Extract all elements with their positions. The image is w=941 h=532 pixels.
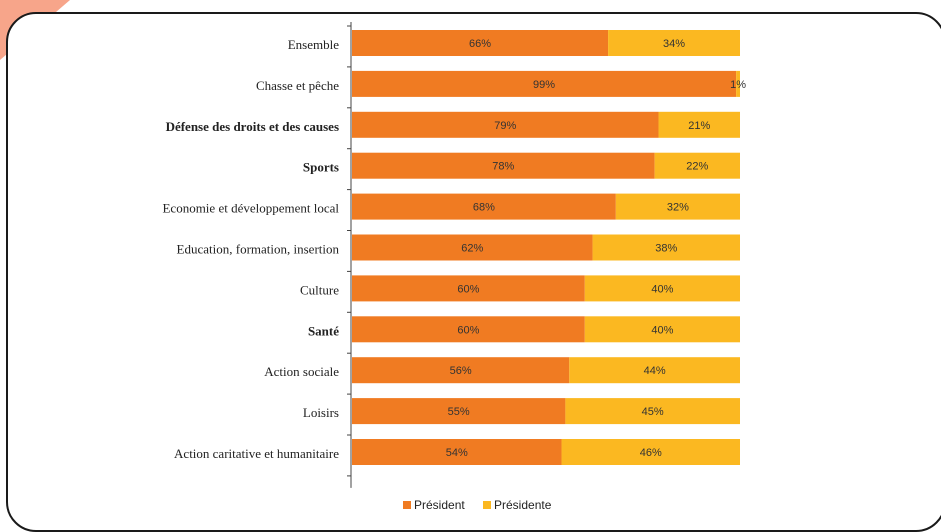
data-label: 45% bbox=[642, 406, 664, 418]
bar-presidente bbox=[608, 30, 740, 56]
bar-presidente bbox=[592, 234, 740, 261]
data-label: 56% bbox=[450, 365, 472, 377]
bar-presidente bbox=[561, 439, 740, 465]
data-label: 1% bbox=[730, 79, 746, 91]
data-label: 46% bbox=[640, 447, 662, 459]
data-label: 54% bbox=[446, 447, 468, 459]
legend-swatch-presidente bbox=[483, 501, 491, 509]
data-label: 40% bbox=[651, 283, 673, 295]
legend-label-president: Président bbox=[414, 498, 465, 512]
data-label: 60% bbox=[457, 283, 479, 295]
category-label: Economie et développement local bbox=[162, 201, 339, 216]
category-label: Loisirs bbox=[303, 405, 339, 420]
bar-president bbox=[352, 111, 659, 138]
category-label: Education, formation, insertion bbox=[177, 242, 340, 257]
bar-president bbox=[352, 439, 562, 465]
legend-label-presidente: Présidente bbox=[494, 498, 552, 512]
bar-presidente bbox=[569, 357, 740, 384]
bar-president bbox=[352, 70, 737, 97]
data-label: 62% bbox=[461, 243, 483, 255]
category-label: Sports bbox=[303, 160, 339, 175]
category-label: Culture bbox=[300, 282, 339, 297]
bar-presidente bbox=[654, 152, 740, 179]
data-label: 79% bbox=[494, 120, 516, 132]
bar-presidente bbox=[584, 275, 740, 302]
bar-president bbox=[352, 398, 566, 425]
data-label: 60% bbox=[457, 324, 479, 336]
data-label: 44% bbox=[644, 365, 666, 377]
bar-president bbox=[352, 316, 585, 343]
data-label: 38% bbox=[655, 243, 677, 255]
data-label: 32% bbox=[667, 202, 689, 214]
data-label: 68% bbox=[473, 202, 495, 214]
legend-swatch-president bbox=[403, 501, 411, 509]
bar-presidente bbox=[615, 193, 740, 220]
category-label: Action caritative et humanitaire bbox=[174, 446, 339, 461]
category-label: Ensemble bbox=[288, 37, 339, 52]
bar-presidente bbox=[658, 111, 740, 138]
data-label: 40% bbox=[651, 324, 673, 336]
category-label: Action sociale bbox=[264, 364, 339, 379]
bar-presidente bbox=[736, 70, 740, 97]
stacked-bar-chart: Ensemble 66% 34% Chasse et pêche 99% 1% Défens… bbox=[162, 22, 746, 512]
bar-president bbox=[352, 275, 585, 302]
bar-president bbox=[352, 357, 570, 384]
data-label: 78% bbox=[492, 161, 514, 173]
category-label: Défense des droits et des causes bbox=[166, 119, 339, 134]
bar-presidente bbox=[565, 398, 740, 425]
bar-president bbox=[352, 234, 593, 261]
data-label: 99% bbox=[533, 79, 555, 91]
data-label: 66% bbox=[469, 38, 491, 50]
bar-president bbox=[352, 193, 616, 220]
category-label: Chasse et pêche bbox=[256, 78, 339, 93]
bar-president bbox=[352, 30, 609, 56]
data-label: 34% bbox=[663, 38, 685, 50]
bar-president bbox=[352, 152, 655, 179]
data-label: 22% bbox=[686, 161, 708, 173]
category-label: Santé bbox=[308, 323, 339, 338]
data-label: 55% bbox=[448, 406, 470, 418]
data-label: 21% bbox=[688, 120, 710, 132]
bar-presidente bbox=[584, 316, 740, 343]
